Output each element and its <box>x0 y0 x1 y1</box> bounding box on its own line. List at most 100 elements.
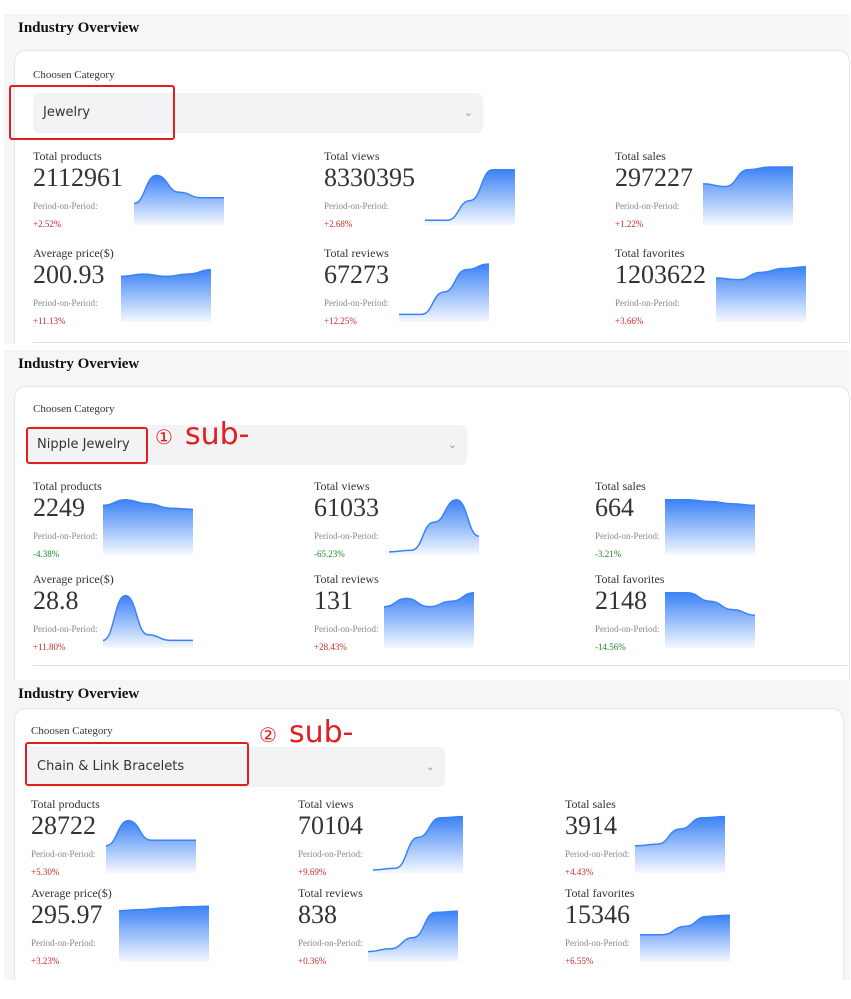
metric-value: 200.93 <box>33 260 105 289</box>
metric-label: Total favorites <box>595 572 665 586</box>
sparkline-line <box>389 499 479 553</box>
category-select[interactable]: Chain & Link Bracelets ⌄ <box>27 747 445 787</box>
metric-change: -3.21% <box>595 549 622 559</box>
panel-title: Industry Overview <box>18 356 140 372</box>
metric-label: Total sales <box>615 149 666 163</box>
industry-overview-panel: Industry Overview Choosen Category Chain… <box>4 680 850 980</box>
metric-label: Total products <box>33 479 102 493</box>
category-select[interactable]: Nipple Jewelry ⌄ <box>27 425 467 465</box>
category-highlight-box <box>25 742 249 786</box>
sparkline-area <box>399 264 489 322</box>
metric-value: 838 <box>298 900 337 929</box>
annotation-text: sub- <box>288 715 354 750</box>
period-on-period-label: Period-on-Period: <box>31 849 96 859</box>
sparkline-line <box>119 905 209 912</box>
sparkline-area <box>368 911 458 962</box>
sparkline-line <box>384 592 474 608</box>
sparkline-chart <box>665 592 755 648</box>
sparkline-area <box>119 906 209 962</box>
sparkline-line <box>716 266 806 281</box>
metric-card: Average price($) 200.93 Period-on-Period: +… <box>33 246 313 338</box>
metric-label: Total sales <box>595 479 646 493</box>
sparkline-chart <box>103 499 193 555</box>
metric-value: 15346 <box>565 900 630 929</box>
sparkline-chart <box>425 169 515 225</box>
metric-change: +2.68% <box>324 219 353 229</box>
metric-value: 2148 <box>595 586 647 615</box>
sparkline-chart <box>103 594 193 648</box>
metric-card: Total reviews 67273 Period-on-Period: +12.2… <box>324 246 604 338</box>
metric-change: +12.25% <box>324 316 357 326</box>
overview-card: Choosen Category Nipple Jewelry ⌄ ① sub- … <box>14 386 850 680</box>
sparkline-line <box>106 819 196 847</box>
metric-label: Average price($) <box>33 246 114 260</box>
metric-card: Average price($) 28.8 Period-on-Period: +11… <box>33 572 313 664</box>
period-on-period-label: Period-on-Period: <box>595 624 660 634</box>
chevron-down-icon[interactable]: ⌄ <box>463 106 473 119</box>
sparkline-line <box>368 910 458 953</box>
sparkline-area <box>103 499 193 555</box>
metric-change: +11.80% <box>33 642 66 652</box>
sparkline-area <box>389 499 479 555</box>
divider <box>33 665 847 666</box>
category-label: Choosen Category <box>33 403 115 415</box>
sparkline-area <box>106 820 196 873</box>
metric-card: Total reviews 131 Period-on-Period: +28.43% <box>314 572 594 664</box>
category-highlight-box <box>9 85 175 140</box>
category-select-value: Jewelry <box>43 105 91 120</box>
sparkline-chart <box>384 592 474 648</box>
metric-card: Total products 2112961 Period-on-Period: +2… <box>33 149 313 241</box>
sparkline-chart <box>640 914 730 962</box>
sparkline-line <box>103 499 193 511</box>
metric-card: Total sales 297227 Period-on-Period: +1.22% <box>615 149 851 241</box>
metric-label: Total favorites <box>615 246 685 260</box>
metric-card: Total products 28722 Period-on-Period: +5.3… <box>31 797 311 889</box>
metric-change: +0.36% <box>298 956 327 966</box>
metric-value: 70104 <box>298 811 363 840</box>
metric-value: 295.97 <box>31 900 103 929</box>
category-select[interactable]: Jewelry ⌄ <box>33 93 483 133</box>
period-on-period-label: Period-on-Period: <box>33 531 98 541</box>
metric-label: Total sales <box>565 797 616 811</box>
sparkline-area <box>103 595 193 648</box>
metric-value: 8330395 <box>324 163 415 192</box>
sparkline-chart <box>389 499 479 555</box>
sparkline-line <box>640 914 730 936</box>
sparkline-area <box>640 915 730 962</box>
category-select-value: Nipple Jewelry <box>37 437 130 452</box>
metric-value: 28722 <box>31 811 96 840</box>
metric-label: Total reviews <box>298 886 363 900</box>
sparkline-line <box>103 594 193 642</box>
metric-card: Total products 2249 Period-on-Period: -4.38… <box>33 479 313 571</box>
metric-label: Total reviews <box>324 246 389 260</box>
period-on-period-label: Period-on-Period: <box>298 938 363 948</box>
metric-value: 1203622 <box>615 260 706 289</box>
sparkline-chart <box>716 266 806 322</box>
chevron-down-icon[interactable]: ⌄ <box>425 760 435 773</box>
sparkline-chart <box>703 166 793 225</box>
category-label: Choosen Category <box>31 725 113 737</box>
metric-card: Total reviews 838 Period-on-Period: +0.36% <box>298 886 578 978</box>
metric-label: Total products <box>31 797 100 811</box>
period-on-period-label: Period-on-Period: <box>324 298 389 308</box>
chevron-down-icon[interactable]: ⌄ <box>447 438 457 451</box>
sparkline-line <box>665 592 755 616</box>
period-on-period-label: Period-on-Period: <box>324 201 389 211</box>
metric-change: -14.56% <box>595 642 626 652</box>
sparkline-line <box>134 174 224 205</box>
period-on-period-label: Period-on-Period: <box>31 938 96 948</box>
sparkline-chart <box>134 174 224 225</box>
metric-change: +5.30% <box>31 867 60 877</box>
sparkline-area <box>425 169 515 225</box>
sparkline-chart <box>368 910 458 962</box>
period-on-period-label: Period-on-Period: <box>314 531 379 541</box>
metric-change: -4.38% <box>33 549 60 559</box>
sparkline-chart <box>373 815 463 873</box>
sparkline-area <box>716 266 806 322</box>
sparkline-area <box>384 592 474 648</box>
sparkline-area <box>121 269 211 322</box>
sparkline-area <box>665 499 755 555</box>
metric-value: 28.8 <box>33 586 79 615</box>
metric-change: +2.52% <box>33 219 62 229</box>
period-on-period-label: Period-on-Period: <box>615 201 680 211</box>
